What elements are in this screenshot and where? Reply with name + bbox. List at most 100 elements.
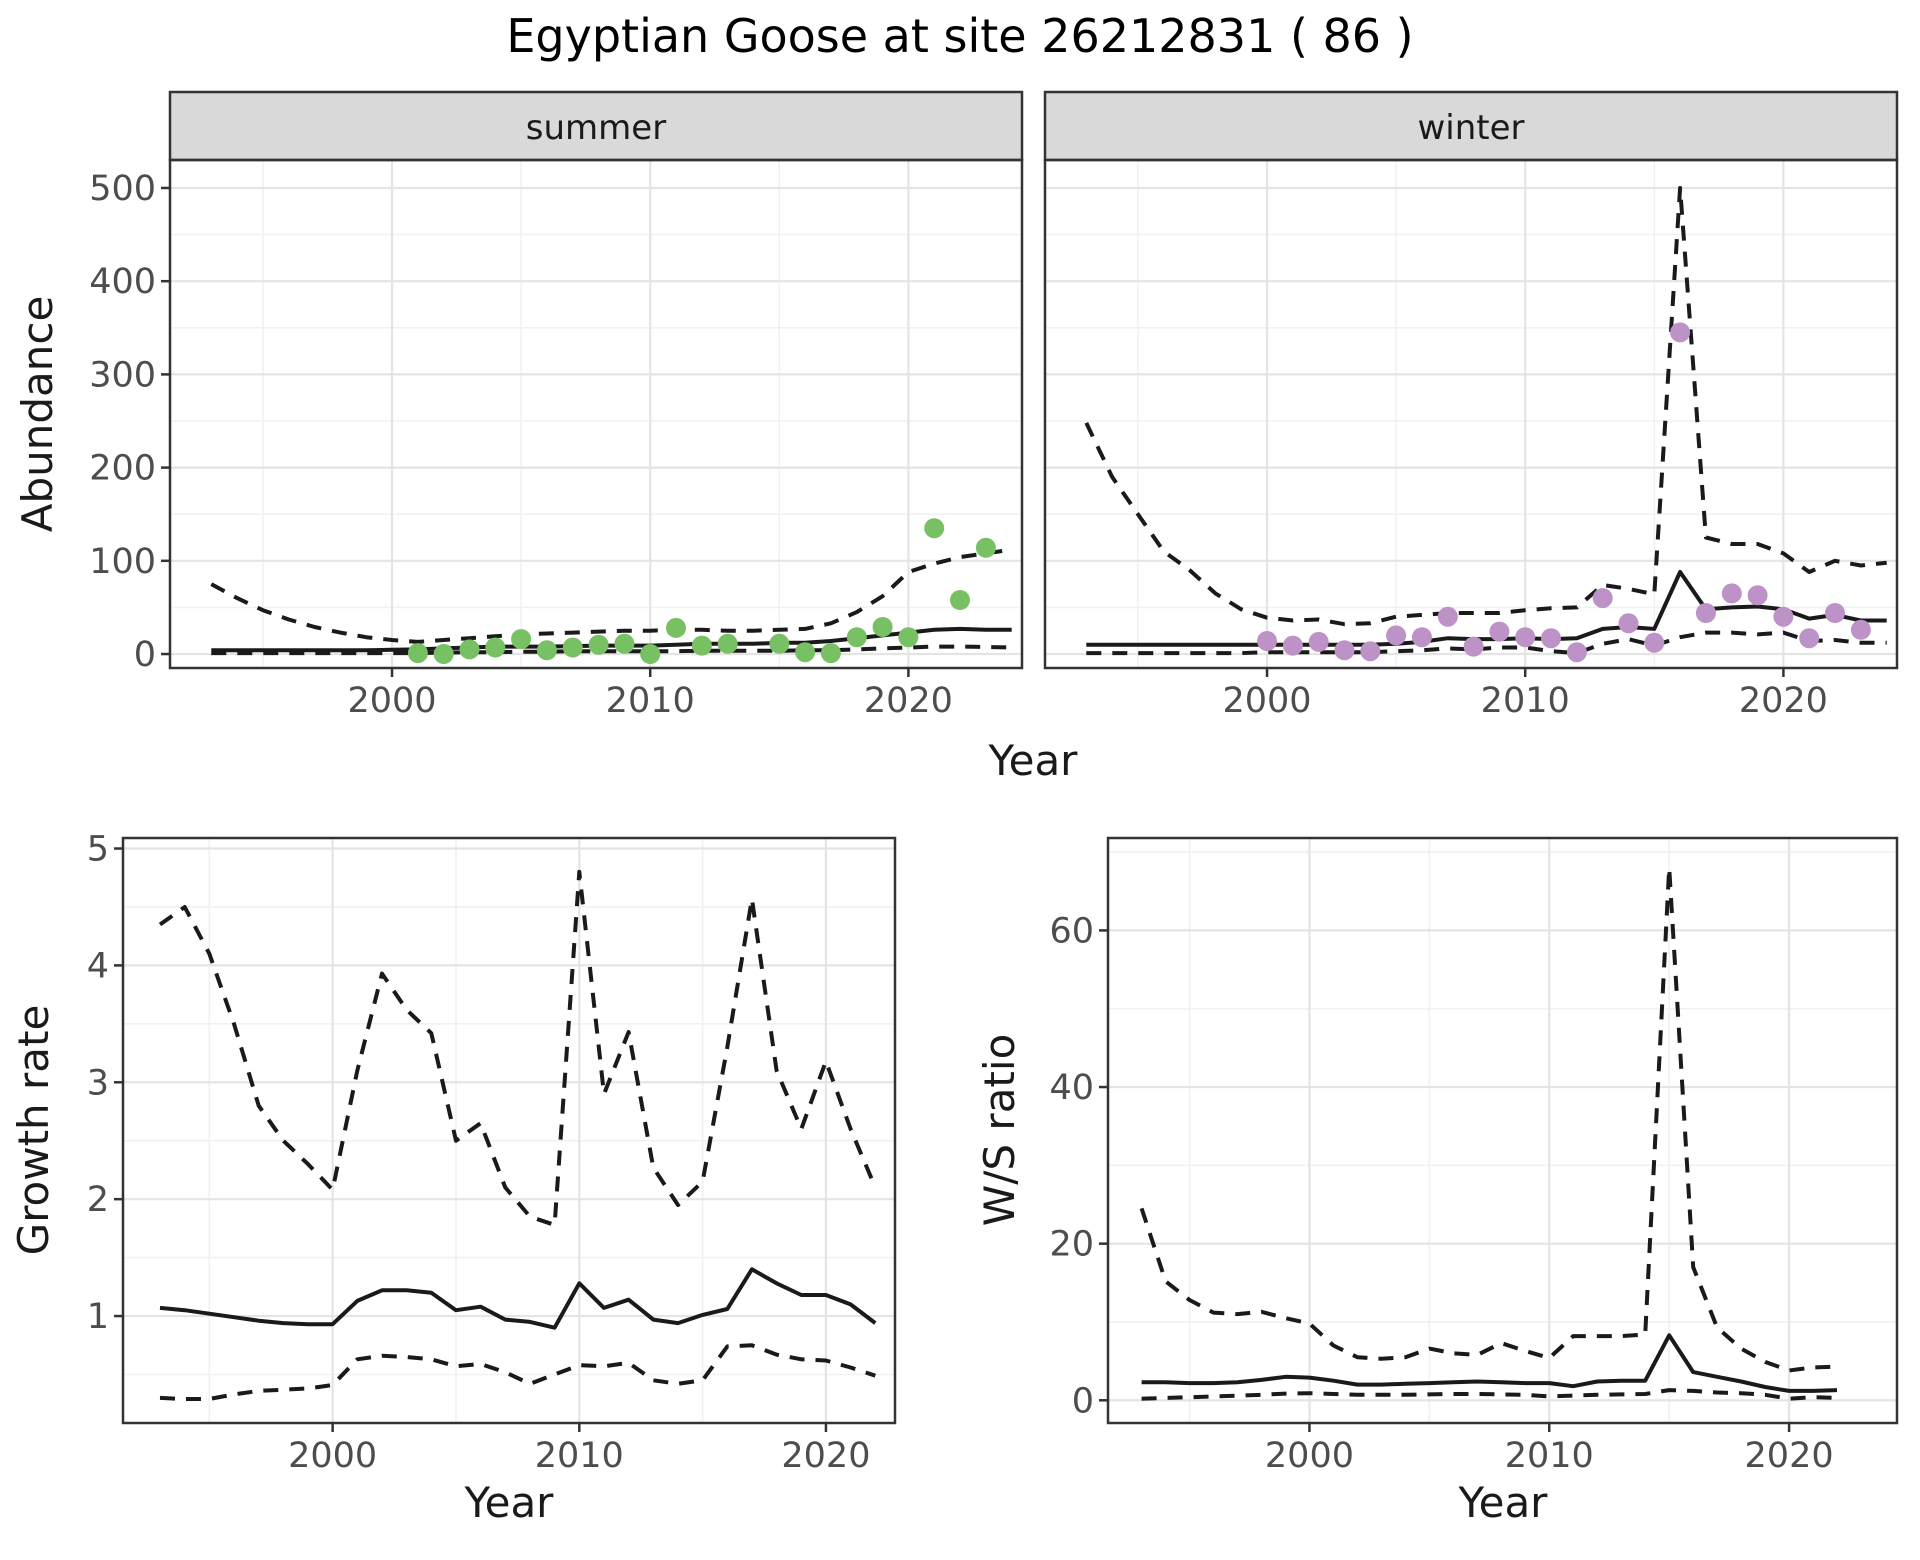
facet-label-winter: winter	[1417, 108, 1524, 148]
abundance-winter-data-point	[1411, 627, 1432, 648]
abundance-summer-data-point	[536, 640, 557, 661]
abundance-summer-data-point	[640, 644, 661, 664]
abundance-winter-data-point	[1695, 603, 1716, 623]
facet-label-summer: summer	[526, 108, 666, 148]
y-axis-title-growth-rate: Growth rate	[9, 1005, 58, 1256]
x-tick-label: 2000	[347, 681, 436, 721]
abundance-summer-upper-ci-line	[210, 547, 1012, 644]
abundance-winter-data-point	[1799, 628, 1820, 649]
abundance-winter-data-point	[1282, 635, 1303, 656]
abundance-summer-data-point	[433, 644, 454, 664]
y-tick-label: 3	[87, 1063, 109, 1103]
growth-rate-fit-line	[159, 1267, 877, 1330]
x-axis-title-year-top: Year	[988, 736, 1079, 785]
x-tick-label: 2020	[1745, 1436, 1834, 1476]
abundance-winter-data-point	[1644, 632, 1665, 653]
abundance-winter-data-point	[1308, 631, 1329, 652]
x-tick-label: 2020	[1739, 681, 1828, 721]
abundance-summer-data-point	[769, 633, 790, 654]
abundance-summer-data-point	[588, 634, 609, 655]
y-tick-label: 1	[87, 1297, 109, 1337]
abundance-winter-data-point	[1257, 631, 1277, 651]
abundance-winter-data-point	[1360, 641, 1381, 662]
abundance-summer-data-point	[666, 617, 686, 638]
x-tick-label: 2020	[864, 681, 953, 721]
abundance-winter-data-point	[1334, 640, 1355, 661]
abundance-winter-data-point	[1721, 583, 1742, 604]
abundance-winter-data-point	[1850, 619, 1871, 640]
abundance-winter-data-point	[1515, 627, 1536, 648]
y-axis-title-abundance: Abundance	[13, 296, 62, 533]
abundance-summer-data-point	[950, 590, 970, 610]
x-tick-label: 2010	[535, 1436, 624, 1476]
abundance-summer-data-point	[846, 627, 867, 648]
abundance-winter-fit-line	[1086, 570, 1887, 647]
y-tick-label: 100	[89, 542, 156, 582]
abundance-summer-data-point	[691, 635, 712, 656]
abundance-winter-data-point	[1670, 322, 1691, 343]
panel-border	[1043, 158, 1899, 670]
growth-rate-lower-ci-line	[159, 1343, 876, 1401]
abundance-winter-data-point	[1463, 636, 1484, 657]
abundance-winter-data-point	[1437, 606, 1458, 627]
panel-abundance-summer: 2000 2010 2020 0 100 200 300 400 500	[89, 90, 1024, 721]
abundance-summer-data-point	[975, 537, 996, 558]
y-tick-label: 60	[1049, 911, 1094, 951]
abundance-winter-data-point	[1592, 588, 1613, 609]
x-axis-title-year-bottom-right: Year	[1458, 1478, 1549, 1527]
abundance-summer-data-point	[717, 633, 738, 654]
abundance-winter-data-point	[1747, 585, 1768, 606]
x-tick-label: 2000	[288, 1436, 377, 1476]
y-tick-label: 400	[89, 262, 156, 302]
abundance-summer-data-point	[459, 639, 480, 660]
abundance-winter-data-point	[1825, 603, 1845, 623]
abundance-winter-data-point	[1386, 625, 1407, 646]
x-tick-label: 2010	[606, 681, 695, 721]
y-tick-label: 2	[87, 1180, 109, 1220]
abundance-summer-data-point	[820, 643, 841, 664]
ws-ratio-upper-ci-line	[1139, 865, 1838, 1373]
y-tick-label: 4	[87, 946, 109, 986]
abundance-winter-data-point	[1489, 621, 1510, 642]
x-tick-label: 2000	[1222, 681, 1311, 721]
abundance-summer-lower-ci-line	[211, 644, 1012, 656]
panel-ws-ratio: 2000 2010 2020 0 20 40 60	[1049, 836, 1899, 1476]
abundance-summer-data-point	[407, 643, 428, 664]
x-tick-label: 2010	[1481, 681, 1570, 721]
y-tick-label: 300	[89, 355, 156, 395]
panel-growth-rate: 2000 2010 2020 1 2 3 4 5	[87, 830, 897, 1476]
x-axis-title-year-bottom-left: Year	[464, 1478, 555, 1527]
y-axis-title-ws-ratio: W/S ratio	[975, 1034, 1024, 1227]
y-tick-label: 40	[1049, 1068, 1094, 1108]
x-tick-label: 2020	[781, 1436, 870, 1476]
growth-rate-upper-ci-line	[158, 869, 878, 1227]
panel-abundance-winter: 2000 2010 2020	[1043, 90, 1899, 721]
y-tick-label: 500	[89, 169, 156, 209]
abundance-summer-data-point	[562, 637, 583, 658]
x-tick-label: 2010	[1505, 1436, 1594, 1476]
abundance-winter-data-point	[1566, 642, 1587, 663]
abundance-winter-upper-ci-line	[1084, 186, 1887, 627]
abundance-winter-data-point	[1541, 628, 1561, 649]
abundance-winter-lower-ci-line	[1086, 630, 1887, 656]
panel-border	[121, 836, 897, 1425]
y-tick-label: 200	[89, 449, 156, 489]
abundance-summer-data-point	[614, 633, 635, 654]
y-tick-label: 20	[1049, 1225, 1094, 1265]
abundance-summer-data-point	[795, 642, 816, 663]
panel-border	[168, 158, 1024, 670]
x-tick-label: 2000	[1265, 1436, 1354, 1476]
abundance-summer-data-point	[924, 518, 945, 539]
panel-border	[1106, 836, 1899, 1425]
ws-ratio-fit-line	[1141, 1333, 1838, 1393]
abundance-summer-data-point	[898, 627, 919, 648]
abundance-winter-data-point	[1773, 606, 1794, 627]
abundance-summer-data-point	[485, 637, 506, 658]
y-tick-label: 0	[1072, 1381, 1094, 1421]
abundance-summer-data-point	[872, 617, 893, 637]
y-tick-label: 0	[134, 635, 156, 675]
abundance-winter-data-point	[1618, 613, 1639, 634]
